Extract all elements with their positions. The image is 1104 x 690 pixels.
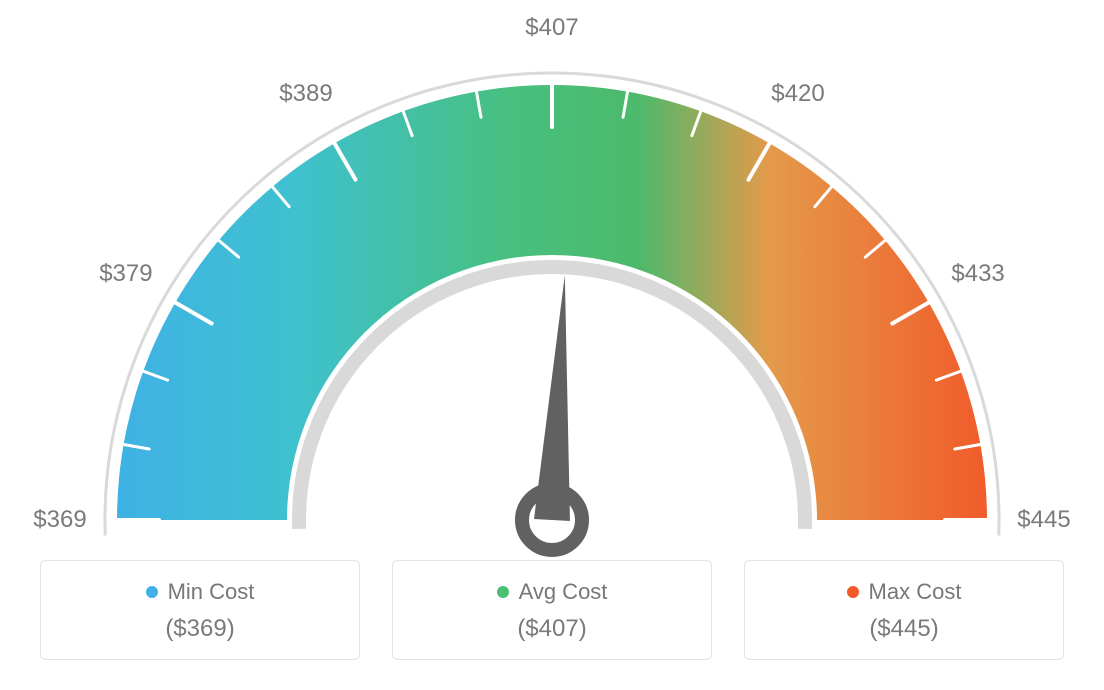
gauge-tick-label: $379 [99, 260, 152, 288]
avg-dot-icon [497, 586, 509, 598]
gauge-svg [32, 0, 1072, 560]
avg-cost-card: Avg Cost ($407) [392, 560, 712, 660]
legend-row: Min Cost ($369) Avg Cost ($407) Max Cost… [12, 560, 1092, 660]
gauge-tick-label: $369 [33, 506, 86, 534]
avg-cost-title: Avg Cost [519, 579, 608, 605]
avg-cost-value: ($407) [403, 615, 701, 643]
gauge-tick-label: $407 [525, 14, 578, 42]
min-cost-card: Min Cost ($369) [40, 560, 360, 660]
min-dot-icon [146, 586, 158, 598]
gauge-tick-label: $445 [1017, 506, 1070, 534]
cost-gauge: $369 $379 $389 $407 $420 $433 $445 [32, 0, 1072, 560]
min-cost-title: Min Cost [168, 579, 255, 605]
max-cost-card: Max Cost ($445) [744, 560, 1064, 660]
gauge-tick-label: $420 [771, 80, 824, 108]
max-cost-value: ($445) [755, 615, 1053, 643]
min-cost-value: ($369) [51, 615, 349, 643]
max-cost-title: Max Cost [869, 579, 962, 605]
max-dot-icon [847, 586, 859, 598]
gauge-tick-label: $433 [951, 260, 1004, 288]
gauge-tick-label: $389 [279, 80, 332, 108]
